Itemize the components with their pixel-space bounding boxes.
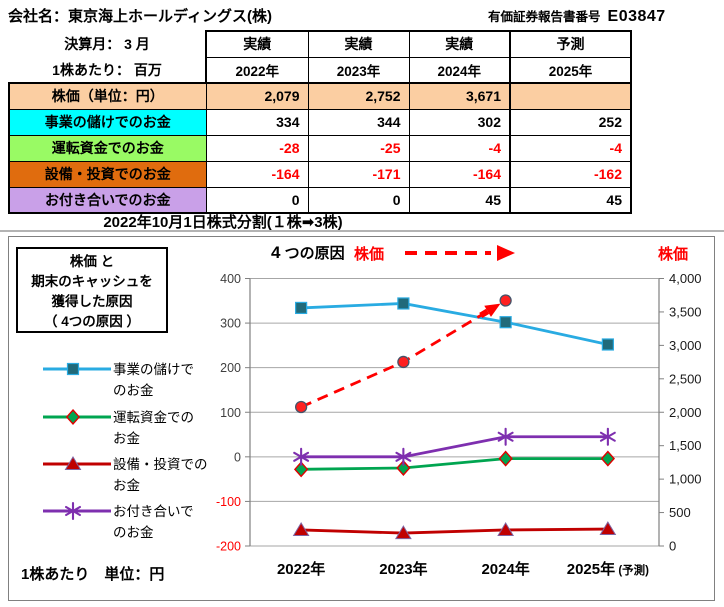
unit-note: 1株あたり 単位：円 bbox=[21, 566, 165, 583]
chart-panel: 400 300 200 100 0 -100 -200 4,000 3,500 3,000 2,50… bbox=[8, 236, 715, 601]
legend-item: 事業の儲けで のお金 bbox=[41, 358, 194, 401]
four-causes-annotation: 4 つの原因 bbox=[271, 243, 345, 262]
legend-marker-diamond-icon bbox=[43, 408, 111, 426]
table-cell[interactable] bbox=[509, 82, 632, 110]
table-column-header[interactable]: 2022年 bbox=[205, 56, 309, 84]
legend-label: 運転資金での お金 bbox=[113, 410, 194, 446]
table-cell[interactable]: 45 bbox=[509, 186, 632, 214]
table-column-header[interactable]: 予測 bbox=[509, 30, 632, 58]
table-cell[interactable]: -164 bbox=[205, 160, 309, 188]
chart-title-line: 株価 と bbox=[69, 254, 115, 269]
table-cell[interactable]: -4 bbox=[408, 134, 511, 162]
table-cell[interactable]: -171 bbox=[307, 160, 410, 188]
table-row-label[interactable]: 事業の儲けでのお金 bbox=[8, 108, 207, 136]
report-label: 有価証券報告書番号 bbox=[488, 10, 601, 24]
table-row-label[interactable]: 株価（単位：円） bbox=[8, 82, 207, 110]
left-axis-tick-label: 300 bbox=[220, 317, 241, 331]
table-cell[interactable]: 2,752 bbox=[307, 82, 410, 110]
table-cell[interactable]: -164 bbox=[408, 160, 511, 188]
table-cell[interactable]: 0 bbox=[205, 186, 309, 214]
table-column-header[interactable]: 2023年 bbox=[307, 56, 410, 84]
table-cell[interactable]: -162 bbox=[509, 160, 632, 188]
price-label-left: 株価 bbox=[354, 245, 384, 263]
price-label-right: 株価 bbox=[658, 245, 688, 263]
chart-title-line: 獲得した原因 bbox=[51, 294, 133, 309]
table-cell[interactable]: -4 bbox=[509, 134, 632, 162]
legend-item: 設備・投資での お金 bbox=[41, 453, 208, 496]
price-arrowhead bbox=[484, 303, 501, 317]
legend-label: 設備・投資での お金 bbox=[113, 457, 208, 493]
table-column-header[interactable]: 実績 bbox=[408, 30, 511, 58]
legend-label: 事業の儲けで のお金 bbox=[113, 362, 194, 398]
report-number-group: 有価証券報告書番号 E03847 bbox=[488, 6, 666, 26]
company-name: 会社名：東京海上ホールディングス(株) bbox=[8, 8, 272, 25]
table-row-label[interactable]: お付き合いでのお金 bbox=[8, 186, 207, 214]
table-left-header: 1株あたり： 百万 bbox=[52, 61, 162, 78]
table-cell[interactable]: -25 bbox=[307, 134, 410, 162]
left-axis-tick-label: 100 bbox=[220, 406, 241, 420]
right-axis-tick-label: 2,500 bbox=[669, 371, 702, 386]
table-column-header[interactable]: 実績 bbox=[205, 30, 309, 58]
chart-title-line: （ 4つの原因 ） bbox=[43, 314, 140, 329]
table-cell[interactable]: 252 bbox=[509, 108, 632, 136]
table-cell[interactable]: 334 bbox=[205, 108, 309, 136]
legend-item: 運転資金での お金 bbox=[41, 406, 194, 449]
left-axis-tick-label: -100 bbox=[216, 495, 241, 509]
right-axis-tick-label: 1,000 bbox=[669, 472, 702, 487]
chart-legend: 事業の儲けで のお金 運転資金での お金 設備・投資での お金 お付き合いで のお金 bbox=[9, 237, 249, 602]
right-axis-tick-label: 0 bbox=[669, 539, 676, 554]
table-cell[interactable]: 3,671 bbox=[408, 82, 511, 110]
table-left-header: 決算月： 3 月 bbox=[64, 36, 150, 52]
table-cell[interactable]: 2,079 bbox=[205, 82, 309, 110]
right-axis-tick-label: 3,000 bbox=[669, 338, 702, 353]
table-cell[interactable]: -28 bbox=[205, 134, 309, 162]
table-row-label[interactable]: 運転資金でのお金 bbox=[8, 134, 207, 162]
left-axis-tick-label: -200 bbox=[216, 540, 241, 554]
table-column-header[interactable]: 2024年 bbox=[408, 56, 511, 84]
table-cell[interactable]: 302 bbox=[408, 108, 511, 136]
x-axis-category-label: 2023年 bbox=[379, 560, 427, 578]
table-column-header[interactable]: 実績 bbox=[307, 30, 410, 58]
divider-line bbox=[0, 230, 724, 232]
legend-marker-asterisk-icon bbox=[43, 501, 111, 521]
report-number: E03847 bbox=[607, 8, 666, 25]
chart-title-box: 株価 と 期末のキャッシュを 獲得した原因 （ 4つの原因 ） bbox=[16, 247, 168, 333]
right-axis-tick-label: 3,500 bbox=[669, 304, 702, 319]
chart-title-line: 期末のキャッシュを bbox=[31, 274, 153, 289]
legend-marker-triangle-icon bbox=[43, 456, 111, 470]
table-cell[interactable]: 0 bbox=[307, 186, 410, 214]
x-axis-category-label: 2022年 bbox=[277, 560, 325, 578]
table-cell[interactable]: 344 bbox=[307, 108, 410, 136]
right-axis-tick-label: 500 bbox=[669, 505, 691, 520]
chart-plot: 400 300 200 100 0 -100 -200 4,000 3,500 3,000 2,50… bbox=[216, 243, 702, 578]
right-axis-tick-label: 2,000 bbox=[669, 405, 702, 420]
legend-label: お付き合いで のお金 bbox=[113, 504, 194, 540]
left-axis-tick-label: 200 bbox=[220, 361, 241, 375]
financial-table: 決算月： 3 月実績 実績 実績 予測 1株あたり： 百万 2022年 2023年 2024年… bbox=[8, 30, 632, 214]
right-axis-tick-label: 1,500 bbox=[669, 438, 702, 453]
table-row-label[interactable]: 設備・投資でのお金 bbox=[8, 160, 207, 188]
legend-marker-square-icon bbox=[43, 362, 111, 376]
table-cell[interactable]: 45 bbox=[408, 186, 511, 214]
left-axis-tick-label: 0 bbox=[234, 450, 241, 464]
stock-split-note: 2022年10月1日株式分割(１株➡3株) bbox=[103, 214, 343, 231]
table-column-header[interactable]: 2025年 bbox=[509, 56, 632, 84]
x-axis-category-label: 2024年 bbox=[481, 560, 529, 578]
right-axis-tick-label: 4,000 bbox=[669, 271, 702, 286]
left-axis-tick-label: 400 bbox=[220, 272, 241, 286]
legend-item: お付き合いで のお金 bbox=[41, 500, 194, 543]
price-dashed-arrowhead bbox=[497, 245, 515, 261]
x-axis-category-label: 2025年 (予測) bbox=[567, 560, 649, 578]
